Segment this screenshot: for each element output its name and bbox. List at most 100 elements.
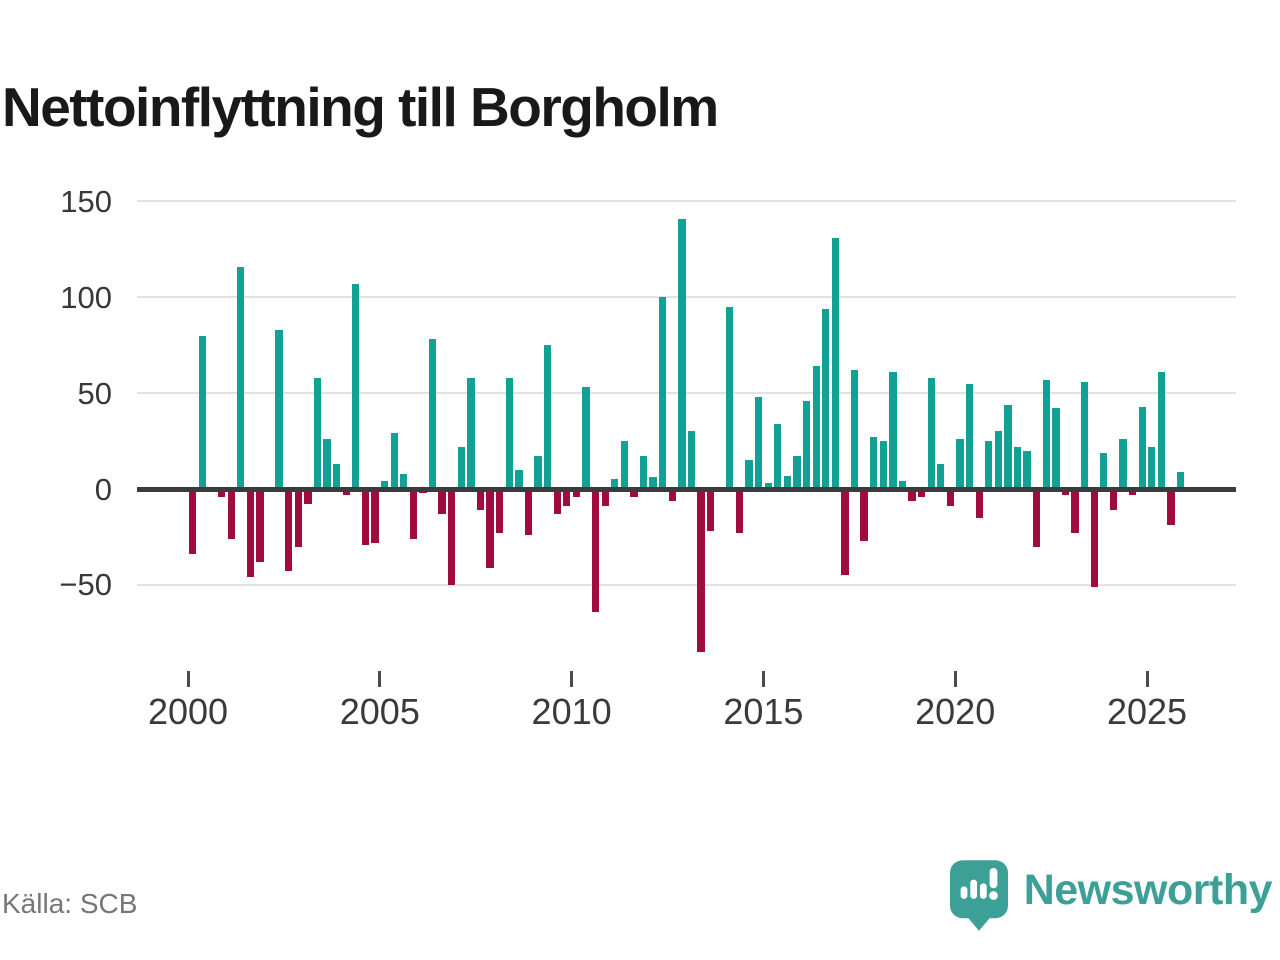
x-axis-tick-mark bbox=[761, 671, 765, 687]
bar-negative bbox=[917, 489, 926, 497]
y-axis-tick-label: −50 bbox=[59, 567, 112, 603]
x-axis-tick-mark bbox=[570, 671, 574, 687]
bar-negative bbox=[1167, 489, 1175, 526]
x-axis-tick-mark bbox=[953, 671, 957, 687]
bar-negative bbox=[1109, 489, 1118, 511]
x-axis-tick-label: 2020 bbox=[915, 691, 996, 732]
bar-positive bbox=[400, 473, 408, 489]
newsworthy-wordmark: Newsworthy bbox=[1023, 865, 1273, 914]
bar-positive bbox=[726, 306, 734, 489]
bar-positive bbox=[505, 377, 513, 489]
newsworthy-icon bbox=[949, 860, 1008, 931]
y-axis-tick-label: 100 bbox=[60, 279, 112, 315]
bar-positive bbox=[879, 441, 887, 489]
bar-negative bbox=[342, 489, 350, 495]
y-axis-tick-label: 150 bbox=[60, 183, 112, 219]
bar-positive bbox=[937, 464, 945, 489]
bar-negative bbox=[1128, 489, 1137, 495]
bar-negative bbox=[524, 489, 533, 536]
bar-positive bbox=[764, 483, 772, 489]
gridline bbox=[137, 296, 1236, 299]
bar-positive bbox=[1148, 446, 1156, 489]
bar-negative bbox=[591, 489, 600, 612]
bar-positive bbox=[831, 237, 839, 489]
bar-positive bbox=[1138, 406, 1146, 489]
bar-positive bbox=[515, 469, 523, 489]
bar-negative bbox=[409, 489, 418, 539]
bar-negative bbox=[496, 489, 504, 534]
y-axis-tick-label: 0 bbox=[94, 471, 112, 507]
bar-positive bbox=[678, 218, 686, 489]
bar-negative bbox=[189, 489, 197, 555]
bar-positive bbox=[994, 431, 1002, 489]
bar-positive bbox=[687, 431, 696, 489]
bar-positive bbox=[822, 308, 830, 489]
bar-positive bbox=[1052, 408, 1060, 489]
gridline bbox=[137, 583, 1236, 586]
bar-negative bbox=[1090, 489, 1098, 587]
bar-positive bbox=[467, 377, 475, 489]
bar-positive bbox=[1023, 450, 1031, 489]
bar-negative bbox=[707, 489, 715, 532]
bar-positive bbox=[1081, 381, 1089, 489]
bar-positive bbox=[889, 372, 897, 489]
bar-positive bbox=[275, 329, 283, 489]
bar-negative bbox=[371, 489, 379, 543]
bar-positive bbox=[812, 366, 820, 489]
bar-positive bbox=[611, 479, 619, 489]
gridline bbox=[137, 200, 1236, 203]
bar-positive bbox=[582, 387, 590, 489]
bar-positive bbox=[659, 297, 667, 489]
bar-positive bbox=[927, 377, 935, 489]
bar-negative bbox=[908, 489, 916, 501]
bar-positive bbox=[380, 481, 389, 489]
bar-positive bbox=[237, 266, 245, 489]
bar-positive bbox=[745, 460, 753, 489]
bar-positive bbox=[352, 283, 360, 489]
bar-positive bbox=[534, 456, 542, 489]
bar-positive bbox=[649, 477, 657, 489]
bar-positive bbox=[313, 377, 322, 489]
bar-negative bbox=[486, 489, 494, 568]
bar-negative bbox=[227, 489, 235, 539]
bar-positive bbox=[793, 456, 801, 489]
bar-positive bbox=[1004, 404, 1012, 489]
bar-positive bbox=[1100, 452, 1108, 489]
bar-positive bbox=[754, 396, 763, 489]
y-axis-tick-label: 50 bbox=[77, 375, 112, 411]
bar-positive bbox=[639, 456, 648, 489]
x-axis-tick-label: 2000 bbox=[147, 691, 229, 732]
gridline bbox=[137, 392, 1236, 395]
bar-negative bbox=[1061, 489, 1070, 495]
bar-positive bbox=[1157, 372, 1166, 489]
bar-positive bbox=[985, 441, 993, 489]
bar-positive bbox=[1042, 379, 1050, 489]
bar-positive bbox=[428, 339, 437, 489]
bar-positive bbox=[850, 370, 859, 489]
x-axis-tick-mark bbox=[1145, 671, 1149, 687]
bar-positive bbox=[390, 433, 398, 489]
bar-positive bbox=[543, 345, 552, 489]
bar-positive bbox=[1176, 471, 1185, 489]
chart-title: Nettoinflyttning till Borgholm bbox=[2, 75, 719, 138]
bar-negative bbox=[217, 489, 226, 497]
newsworthy-logo: Newsworthy bbox=[949, 860, 1273, 932]
bar-negative bbox=[294, 489, 302, 547]
bar-negative bbox=[448, 489, 456, 585]
x-axis-tick-mark bbox=[186, 671, 190, 687]
bar-negative bbox=[572, 489, 581, 497]
zero-axis-line bbox=[137, 486, 1236, 492]
bar-negative bbox=[841, 489, 849, 576]
bar-positive bbox=[323, 439, 331, 489]
bar-negative bbox=[697, 489, 705, 653]
bar-negative bbox=[361, 489, 370, 545]
bar-negative bbox=[860, 489, 868, 541]
x-axis-tick-label: 2015 bbox=[723, 691, 804, 732]
bar-positive bbox=[620, 441, 628, 489]
bar-positive bbox=[333, 464, 341, 489]
source-caption: Källa: SCB bbox=[2, 888, 138, 919]
bar-positive bbox=[783, 475, 792, 489]
x-axis-tick-label: 2005 bbox=[339, 691, 420, 732]
bar-negative bbox=[438, 489, 446, 514]
